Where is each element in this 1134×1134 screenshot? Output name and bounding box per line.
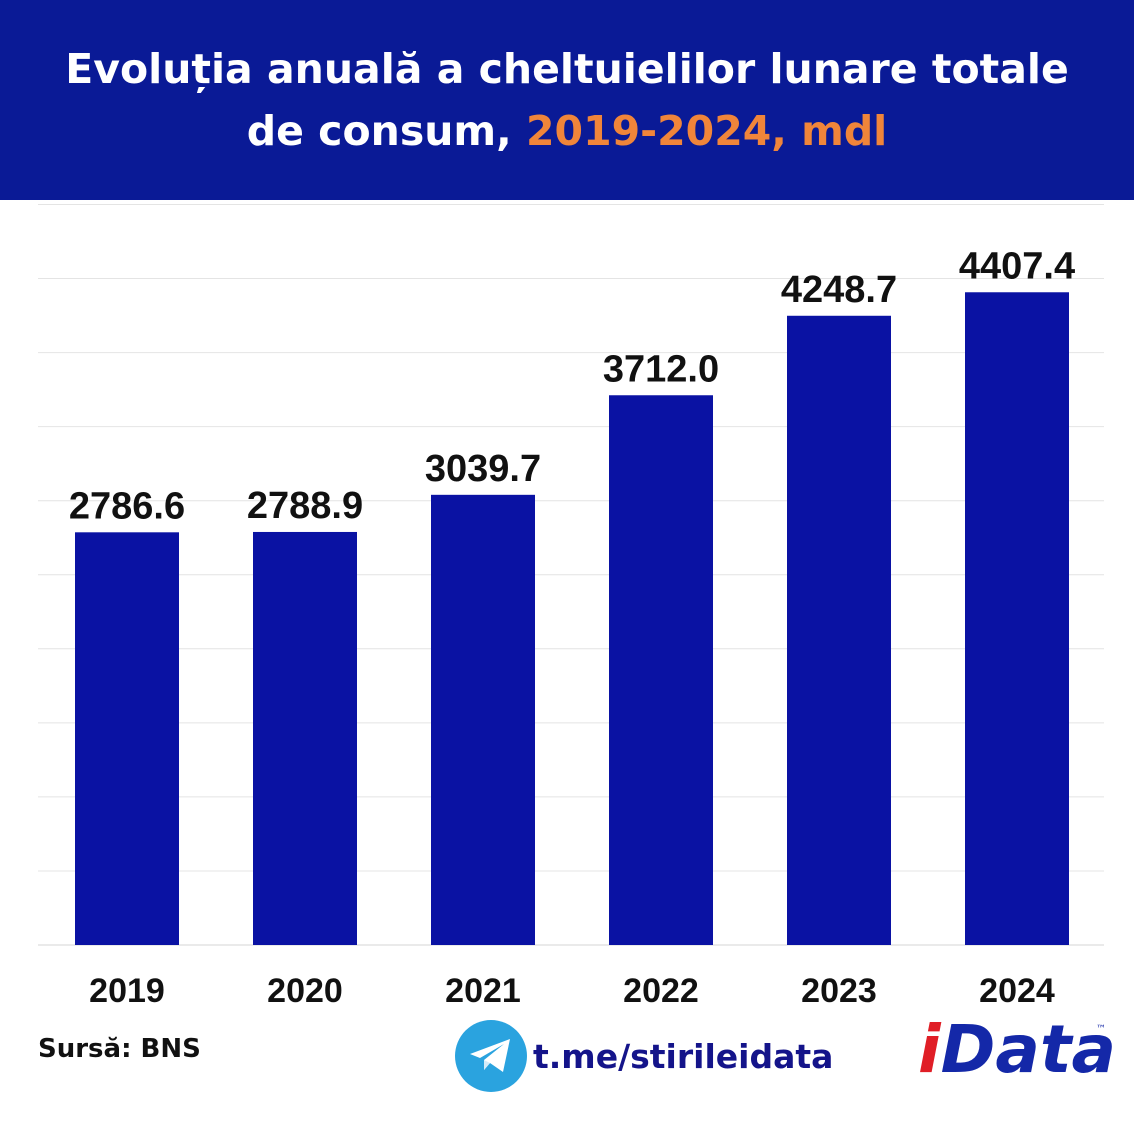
source-note: Sursă: BNS <box>38 1034 201 1064</box>
logo-letter-i: i <box>918 1011 941 1088</box>
tick-label-2022: 2022 <box>623 972 699 1010</box>
chart-title-banner: Evoluția anuală a cheltuielilor lunare t… <box>0 0 1134 200</box>
value-label-2023: 4248.7 <box>781 269 897 311</box>
bar-2022 <box>609 395 713 945</box>
gridlines <box>38 204 1104 946</box>
chart-title-line-2: de consum, 2019-2024, mdl <box>247 100 887 162</box>
value-label-2020: 2788.9 <box>247 485 363 527</box>
telegram-link[interactable]: t.me/stirileidata <box>455 1020 833 1092</box>
bar-2021 <box>431 494 535 945</box>
value-label-2021: 3039.7 <box>425 448 541 490</box>
value-label-2019: 2786.6 <box>69 485 185 527</box>
tick-label-2020: 2020 <box>267 972 343 1010</box>
bar-2019 <box>75 532 179 945</box>
paper-plane-icon <box>470 1039 510 1072</box>
idata-logo: iData ™ <box>918 1010 1117 1090</box>
bar-2023 <box>787 315 891 945</box>
logo-word-data: Data <box>940 1011 1117 1088</box>
telegram-link-text[interactable]: t.me/stirileidata <box>533 1036 834 1076</box>
chart-title-prefix: de consum, <box>246 107 527 155</box>
bar-chart: 2786.6 2788.9 3039.7 3712.0 4248.7 4407.4 201… <box>38 204 1104 1010</box>
value-label-2024: 4407.4 <box>959 245 1075 287</box>
chart-title-line-1: Evoluția anuală a cheltuielilor lunare t… <box>65 45 1069 93</box>
bar-2024 <box>965 292 1069 946</box>
value-label-2022: 3712.0 <box>603 348 719 390</box>
value-labels: 2786.6 2788.9 3039.7 3712.0 4248.7 4407.4 <box>69 245 1075 527</box>
tick-label-2021: 2021 <box>445 972 521 1010</box>
tick-label-2023: 2023 <box>801 972 877 1010</box>
tick-label-2019: 2019 <box>89 972 165 1010</box>
logo-trademark: ™ <box>1096 1024 1106 1035</box>
telegram-icon <box>455 1020 527 1092</box>
tick-label-2024: 2024 <box>979 972 1055 1010</box>
chart-title-period: 2019-2024, mdl <box>526 107 888 155</box>
bar-2020 <box>253 531 357 945</box>
x-axis-tick-labels: 2019 2020 2021 2022 2023 2024 <box>89 972 1055 1010</box>
bars <box>75 292 1069 946</box>
